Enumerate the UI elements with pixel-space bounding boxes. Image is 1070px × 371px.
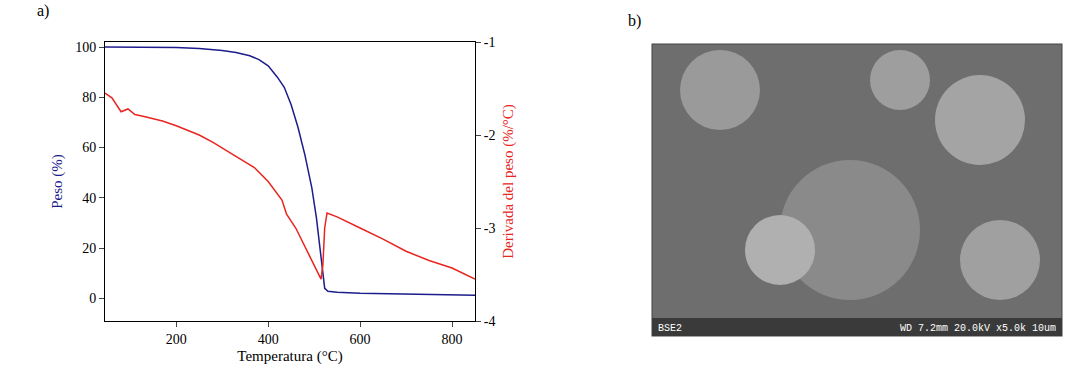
svg-text:60: 60 (82, 140, 96, 155)
svg-text:0: 0 (89, 291, 96, 306)
svg-text:WD 7.2mm 20.0kV x5.0k 10um: WD 7.2mm 20.0kV x5.0k 10um (900, 323, 1056, 334)
svg-text:100: 100 (75, 40, 96, 55)
svg-text:800: 800 (442, 332, 463, 347)
svg-text:-3: -3 (484, 221, 496, 236)
svg-text:BSE2: BSE2 (658, 323, 682, 334)
svg-text:-2: -2 (484, 128, 496, 143)
svg-text:-1: -1 (484, 35, 496, 50)
svg-text:80: 80 (82, 90, 96, 105)
svg-text:40: 40 (82, 191, 96, 206)
svg-text:20: 20 (82, 241, 96, 256)
svg-text:b): b) (628, 12, 641, 30)
svg-text:Temperatura (°C): Temperatura (°C) (237, 348, 342, 365)
svg-text:Derivada del peso (%/°C): Derivada del peso (%/°C) (500, 104, 517, 259)
svg-text:200: 200 (166, 332, 187, 347)
svg-text:a): a) (37, 2, 49, 20)
svg-text:400: 400 (258, 332, 279, 347)
svg-text:Peso (%): Peso (%) (49, 154, 66, 209)
svg-text:600: 600 (350, 332, 371, 347)
svg-text:-4: -4 (484, 314, 496, 329)
